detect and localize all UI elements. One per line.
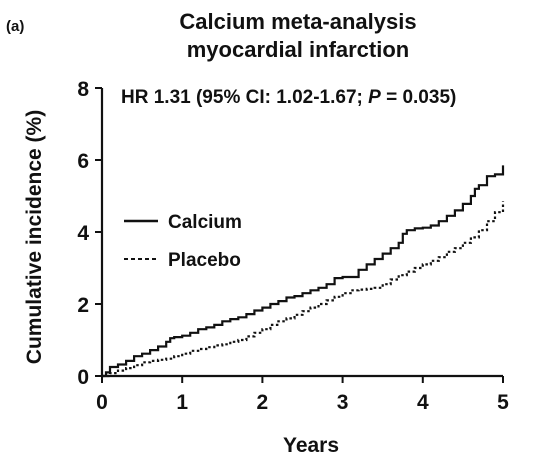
series-line-calcium	[102, 165, 505, 378]
x-axis-label: Years	[283, 434, 339, 457]
y-tick-label-1: 2	[77, 294, 89, 317]
x-tick-label-1: 1	[176, 391, 188, 414]
panel-label: (a)	[6, 18, 24, 35]
x-tick-label-3: 3	[337, 391, 349, 414]
legend: Calcium Placebo	[124, 212, 242, 271]
hazard-ratio-annotation: HR 1.31 (95% CI: 1.02-1.67; P = 0.035)	[121, 87, 456, 108]
hazard-ratio-prefix: HR 1.31 (95% CI: 1.02-1.67;	[121, 87, 368, 108]
chart-title-line-2: myocardial infarction	[187, 37, 410, 62]
x-tick-label-0: 0	[96, 391, 108, 414]
axes	[95, 87, 504, 383]
chart-title-line-1: Calcium meta-analysis	[179, 9, 416, 34]
y-tick-label-2: 4	[77, 222, 89, 245]
p-value-label: P	[368, 87, 381, 108]
y-tick-label-0: 0	[77, 366, 89, 389]
x-tick-label-4: 4	[417, 391, 429, 414]
y-axis-label: Cumulative incidence (%)	[23, 110, 46, 364]
legend-label-placebo: Placebo	[168, 250, 241, 271]
series-line-placebo	[102, 201, 505, 378]
y-tick-label-3: 6	[77, 150, 89, 173]
y-tick-label-4: 8	[77, 78, 89, 101]
legend-label-calcium: Calcium	[168, 212, 242, 233]
x-tick-label-5: 5	[497, 391, 509, 414]
hazard-ratio-suffix: = 0.035)	[381, 87, 457, 108]
tick-labels: 0 1 2 3 4 5 0 2 4 6 8	[77, 78, 509, 414]
series-lines	[102, 165, 505, 378]
x-tick-label-2: 2	[257, 391, 269, 414]
